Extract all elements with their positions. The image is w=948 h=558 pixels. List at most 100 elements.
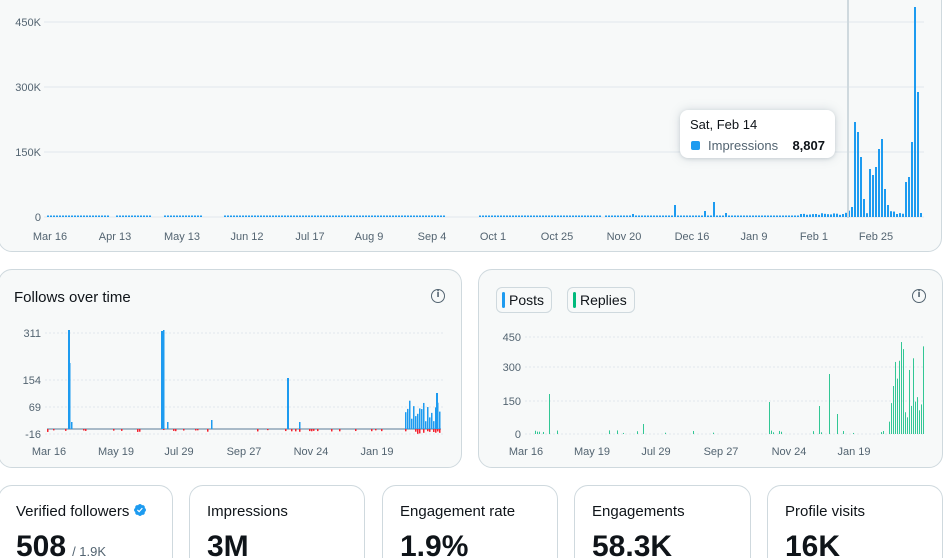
unfollows-bar [355,429,357,432]
follows-bar [211,420,213,429]
unfollows-bar [183,429,185,431]
impressions-bar [827,214,829,217]
x-tick-label: May 19 [574,446,610,458]
impressions-bar [410,215,412,217]
impressions-bar [131,215,133,217]
impressions-bar [296,215,298,217]
replies-bar [643,424,644,434]
verified-badge-icon [134,504,147,516]
impressions-bar [89,215,91,217]
impressions-bar [680,215,682,217]
follows-chart[interactable]: 311 154 69 -16 Mar 16 May 19 Jul 29 Sep 27 Nov … [0,270,462,468]
impressions-bar [809,214,811,217]
impressions-bar [191,215,193,217]
replies-bar [889,421,890,434]
posts-replies-chart[interactable]: 450 300 150 0 Mar 16 May 19 Jul 29 Sep 27 Nov 2… [479,270,943,468]
impressions-bar [773,215,775,217]
impressions-bar [353,215,355,217]
stat-card-engagements[interactable]: Engagements 58.3K [574,485,751,558]
impressions-bar [818,214,820,217]
impressions-bar [362,215,364,217]
impressions-bar [329,215,331,217]
chart-tooltip: Sat, Feb 14 Impressions 8,807 [680,110,835,158]
impressions-bar [683,215,685,217]
x-tick-label: Oct 1 [480,231,506,243]
stat-card-impressions[interactable]: Impressions 3M [189,485,365,558]
follows-bar [423,402,425,429]
impressions-bar [632,214,634,217]
impressions-bar [308,215,310,217]
unfollows-bar [317,429,319,432]
info-icon[interactable]: i [912,289,926,303]
unfollows-bar [173,429,175,431]
replies-bar [549,394,550,434]
impressions-bar [230,215,232,217]
impressions-bar [293,215,295,217]
follows-bar [436,393,438,429]
impressions-bar [899,213,901,217]
stat-label: Engagement rate [400,503,516,520]
impressions-bar [824,213,826,217]
unfollows-bar [381,429,383,432]
impressions-bar [239,215,241,217]
impressions-bar [380,215,382,217]
impressions-bar [518,215,520,217]
impressions-bar [281,215,283,217]
impressions-bar [527,215,529,217]
follows-bar [427,407,429,429]
impressions-bar [887,205,889,217]
x-tick-label: Jul 29 [641,446,670,458]
y-tick-label: 69 [29,402,41,414]
replies-bar [829,374,830,434]
replies-bar [773,432,774,434]
impressions-bar [278,215,280,217]
impressions-bar [515,215,517,217]
impressions-bar [872,175,874,217]
replies-bar [781,431,782,434]
impressions-bar [530,215,532,217]
impressions-bar [65,215,67,217]
impressions-bar [569,215,571,217]
impressions-bar [731,215,733,217]
unfollows-bar [65,429,67,431]
impressions-bar [164,215,166,217]
replies-bar [837,414,838,434]
impressions-bar [890,211,892,217]
impressions-bar [656,215,658,217]
follows-bar [435,407,437,429]
unfollows-bar [313,429,315,431]
impressions-bar [407,215,409,217]
impressions-bar [869,169,871,217]
impressions-bar [782,215,784,217]
impressions-chart[interactable]: 450K 300K 150K 0 Mar 16 Apr 13 May 13 Jun 12 Ju… [0,0,942,252]
y-tick-label: 450 [503,332,521,344]
stat-card-engagement-rate[interactable]: Engagement rate 1.9% [382,485,558,558]
impressions-bar [854,122,856,217]
legend-replies[interactable]: Replies [567,287,635,313]
unfollows-bar [331,429,333,432]
impressions-bar [143,215,145,217]
unfollows-bar [405,429,407,432]
replies-bar [617,430,618,434]
follows-bar [411,418,413,429]
x-tick-label: Dec 16 [675,231,710,243]
stat-label: Impressions [207,503,288,520]
impressions-bar [413,215,415,217]
impressions-bar [710,215,712,217]
info-icon[interactable]: i [431,289,445,303]
stat-card-profile-visits[interactable]: Profile visits 16K [767,485,943,558]
impressions-bar [815,213,817,217]
y-tick-label: 0 [515,429,521,441]
impressions-bar [833,213,835,217]
unfollows-bar [195,429,197,431]
impressions-bar [269,215,271,217]
impressions-bar [479,215,481,217]
stat-sub-text: / 1.9K [72,544,107,558]
impressions-bar [431,215,433,217]
stat-card-verified-followers[interactable]: Verified followers 508 / 1.9K [0,485,173,558]
legend-posts[interactable]: Posts [496,287,553,313]
unfollows-bar [435,429,437,433]
unfollows-bar [137,429,139,432]
impressions-bar [83,215,85,217]
replies-bar [623,432,624,434]
